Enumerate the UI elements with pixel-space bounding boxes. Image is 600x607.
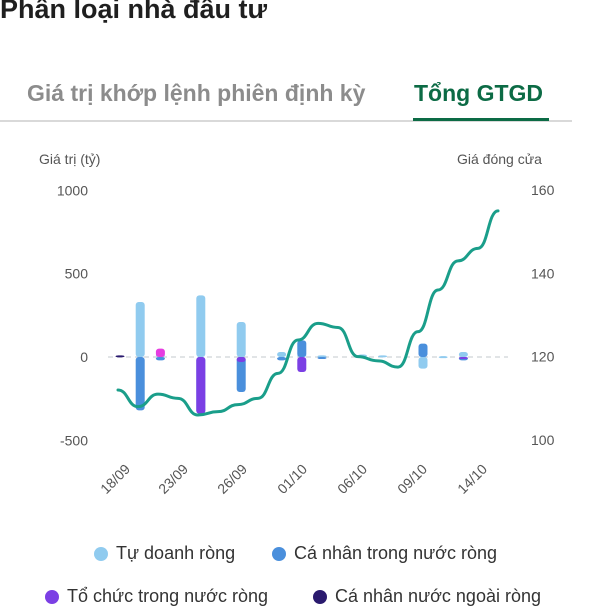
closing-price-line — [116, 209, 500, 417]
active-tab-indicator — [413, 118, 549, 121]
left-axis-label: Giá trị (tỷ) — [39, 151, 101, 167]
y-right-tick-label: 160 — [531, 182, 555, 198]
legend-label: Cá nhân nước ngoài ròng — [335, 586, 541, 606]
bar-tu-doanh — [135, 302, 145, 357]
bar-ca-nhan-trong-nuoc — [236, 357, 246, 392]
y-left-tick-label: -500 — [60, 432, 88, 448]
bar-to-chuc-trong-nuoc — [297, 357, 307, 372]
x-tick-label: 09/10 — [394, 461, 430, 497]
right-axis-label: Giá đóng cửa — [457, 151, 542, 167]
tab-bar: Giá trị khớp lệnh phiên định kỳ Tổng GTG… — [0, 72, 572, 122]
x-tick-label: 14/10 — [454, 461, 490, 497]
y-left-tick-label: 0 — [80, 349, 88, 365]
legend-dot-icon — [94, 546, 108, 561]
legend-item-ca-nhan-trong-nuoc[interactable]: Cá nhân trong nước ròng — [272, 543, 497, 564]
bar-tu-doanh — [458, 352, 468, 357]
bar-tu-doanh — [438, 356, 448, 359]
bar-other — [155, 348, 165, 357]
tab-tong-gtgd[interactable]: Tổng GTGD — [414, 80, 544, 106]
bar-tu-doanh — [196, 295, 206, 357]
legend-item-tu-doanh[interactable]: Tự doanh ròng — [94, 543, 235, 564]
y-right-tick-label: 140 — [531, 265, 555, 281]
bar-ca-nhan-trong-nuoc — [317, 357, 327, 359]
bar-ca-nhan-trong-nuoc — [297, 340, 307, 357]
x-tick-label: 01/10 — [274, 461, 310, 497]
bar-to-chuc-trong-nuoc — [236, 357, 246, 362]
x-tick-label: 26/09 — [214, 461, 250, 497]
legend-label: Cá nhân trong nước ròng — [294, 543, 497, 563]
bar-tu-doanh — [378, 355, 388, 358]
bar-tu-doanh — [418, 357, 428, 369]
bar-ca-nhan-trong-nuoc — [418, 343, 428, 357]
y-left-tick-label: 500 — [65, 266, 89, 282]
tab-gia-tri-khop-lenh[interactable]: Giá trị khớp lệnh phiên định kỳ — [27, 80, 366, 106]
legend-dot-icon — [313, 589, 327, 604]
x-tick-label: 18/09 — [97, 461, 133, 497]
x-tick-label: 06/10 — [334, 461, 370, 497]
bar-ca-nhan-nuoc-ngoai — [115, 355, 125, 358]
bar-ca-nhan-trong-nuoc — [277, 357, 287, 361]
legend-label: Tổ chức trong nước ròng — [67, 586, 268, 606]
legend-item-to-chuc-trong-nuoc[interactable]: Tổ chức trong nước ròng — [45, 586, 268, 607]
legend-dot-icon — [272, 546, 286, 561]
legend-dot-icon — [45, 589, 59, 604]
bar-ca-nhan-trong-nuoc — [155, 357, 165, 361]
page-title: Phân loại nhà đầu tư — [0, 0, 268, 24]
legend-label: Tự doanh ròng — [116, 543, 236, 563]
bar-tu-doanh — [277, 352, 287, 357]
bar-to-chuc-trong-nuoc — [458, 357, 468, 359]
bar-ca-nhan-trong-nuoc — [135, 357, 145, 411]
y-left-tick-label: 1000 — [57, 182, 88, 198]
bar-to-chuc-trong-nuoc — [196, 357, 206, 414]
bar-tu-doanh — [317, 355, 327, 358]
y-right-tick-label: 120 — [531, 349, 555, 365]
legend-item-ca-nhan-nuoc-ngoai[interactable]: Cá nhân nước ngoài ròng — [313, 586, 541, 607]
y-right-tick-label: 100 — [531, 432, 555, 448]
bar-tu-doanh — [236, 322, 246, 357]
x-tick-label: 23/09 — [155, 461, 191, 497]
